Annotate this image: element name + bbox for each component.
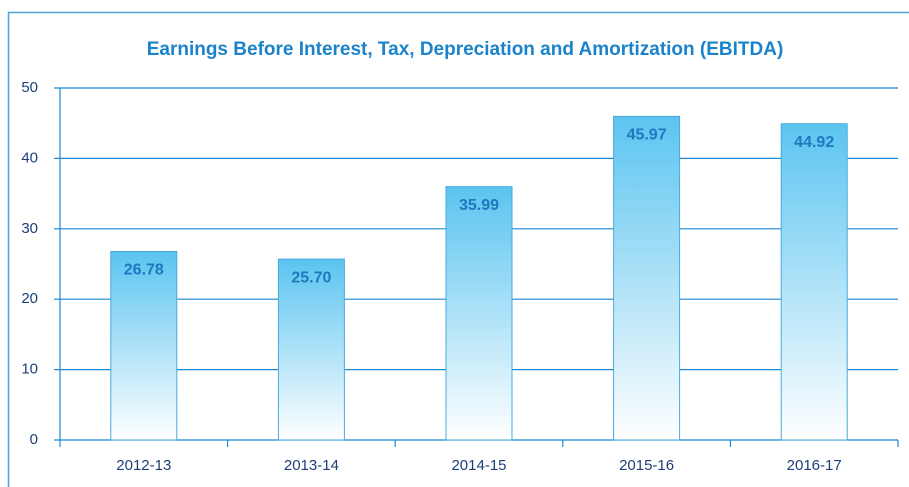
y-tick-label: 50 bbox=[21, 79, 38, 96]
x-tick-label: 2013-14 bbox=[284, 457, 339, 474]
value-label: 25.70 bbox=[291, 269, 331, 286]
y-tick-label: 20 bbox=[21, 290, 38, 307]
bar bbox=[277, 258, 345, 441]
value-label: 35.99 bbox=[459, 197, 499, 214]
bar bbox=[613, 115, 681, 441]
x-tick-label: 2015-16 bbox=[619, 457, 674, 474]
chart-title: Earnings Before Interest, Tax, Depreciat… bbox=[147, 39, 784, 60]
y-tick-label: 40 bbox=[21, 149, 38, 166]
value-label: 26.78 bbox=[124, 262, 164, 279]
bar bbox=[110, 250, 178, 441]
chart-border bbox=[7, 11, 909, 487]
bar bbox=[445, 186, 513, 441]
y-tick-label: 10 bbox=[21, 361, 38, 378]
x-tick-label: 2016-17 bbox=[787, 457, 842, 474]
y-tick-label: 30 bbox=[21, 220, 38, 237]
value-label: 44.92 bbox=[794, 134, 834, 151]
x-tick-label: 2014-15 bbox=[451, 457, 506, 474]
value-label: 45.97 bbox=[627, 127, 667, 144]
y-tick-label: 0 bbox=[30, 431, 38, 448]
bar bbox=[780, 123, 848, 441]
x-tick-label: 2012-13 bbox=[116, 457, 171, 474]
